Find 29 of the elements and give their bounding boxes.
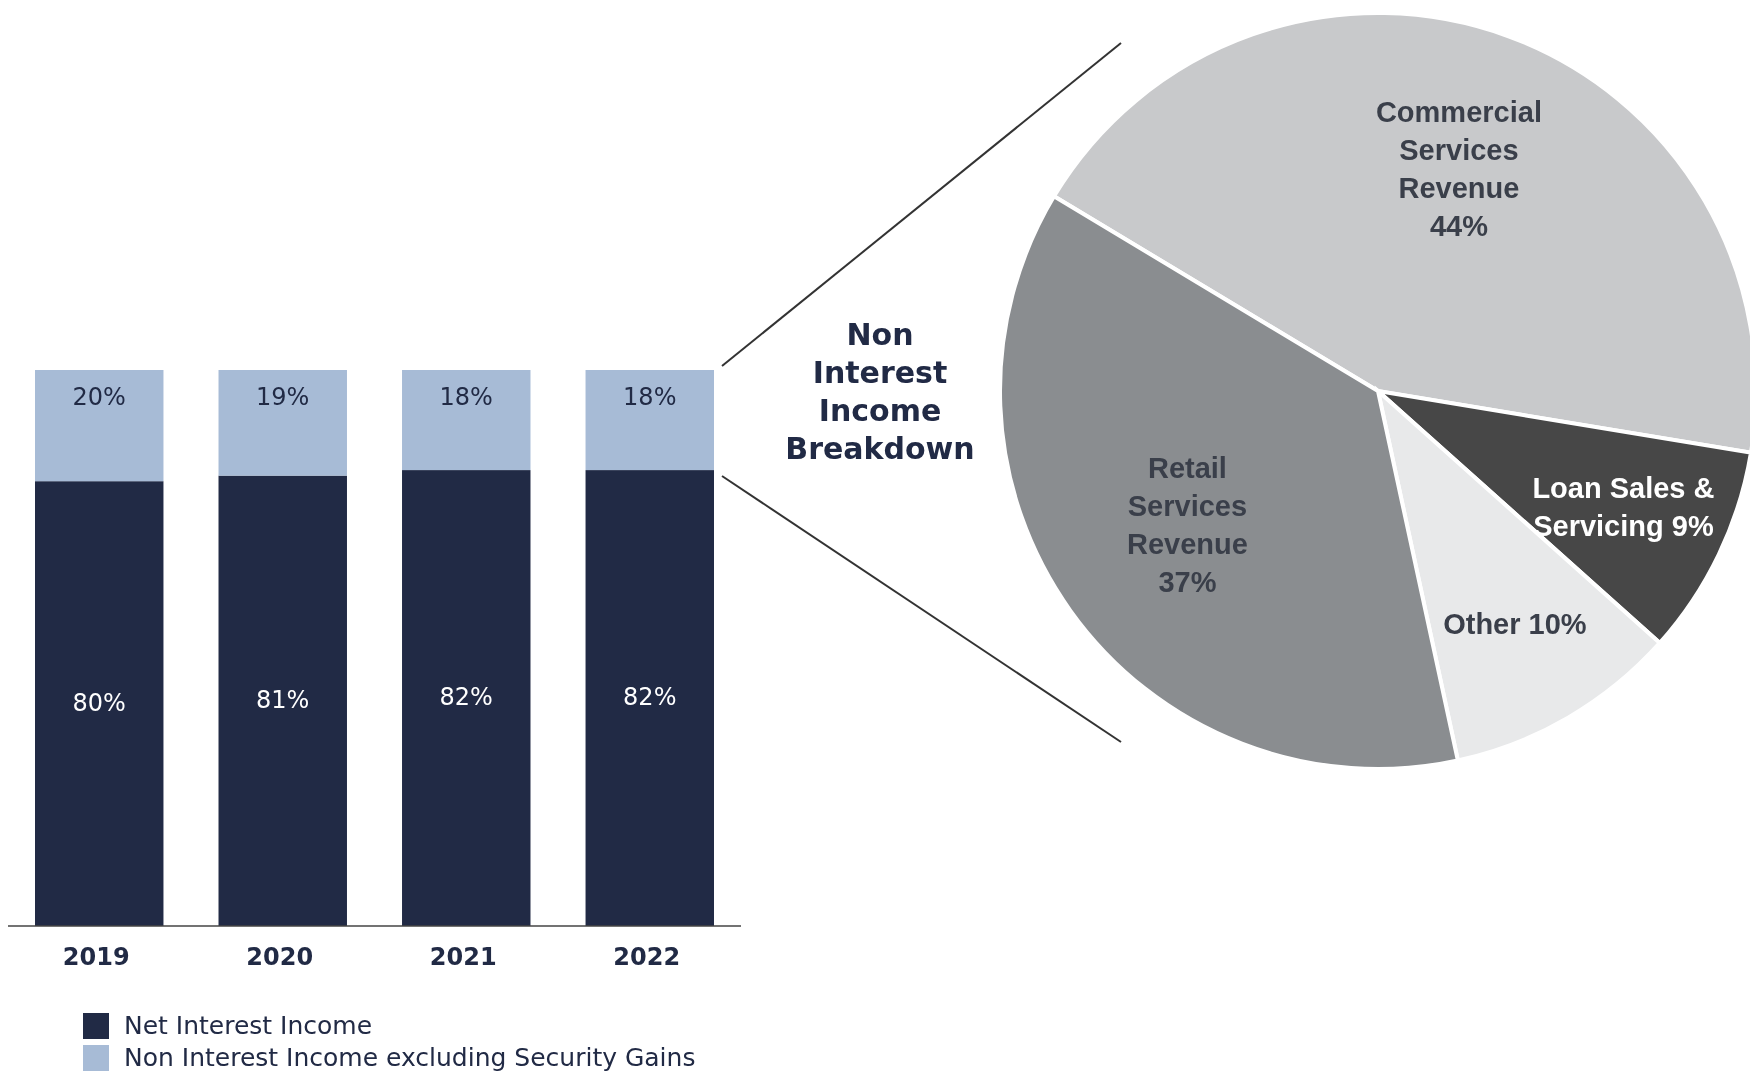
bar: [402, 470, 531, 926]
bar: [35, 370, 164, 482]
data-label: 18%: [439, 383, 493, 411]
data-label: 81%: [256, 685, 310, 714]
bar: [35, 481, 164, 926]
data-label: 19%: [256, 383, 310, 411]
bar: [218, 370, 347, 476]
slice-label: Commercial Services Revenue: [1375, 95, 1542, 204]
data-label: 82%: [439, 683, 493, 712]
data-label: 18%: [623, 383, 677, 411]
data-label: 44%: [1429, 209, 1489, 242]
bar: [402, 370, 531, 471]
x-tick-label: 2021: [429, 943, 497, 971]
bar: [585, 370, 714, 471]
data-label: 20%: [72, 383, 126, 411]
slice-label: Retail Services Revenue: [1127, 452, 1248, 561]
legend-label: Net Interest Income: [124, 1011, 373, 1040]
bar: [218, 475, 347, 926]
bar: [585, 470, 714, 926]
data-label: 82%: [623, 683, 677, 712]
x-tick-label: 2020: [246, 943, 314, 971]
data-label: 80%: [72, 688, 126, 717]
slice-label: Loan Sales & Servicing 9%: [1532, 471, 1715, 542]
x-tick-label: 2022: [613, 943, 681, 971]
x-tick-label: 2019: [62, 943, 130, 971]
legend-label: Non Interest Income excluding Security Gains: [124, 1043, 696, 1072]
slice-label: Other 10%: [1443, 607, 1587, 640]
data-label: 37%: [1158, 566, 1217, 599]
text: Non Interest Income Breakdown: [785, 317, 975, 466]
